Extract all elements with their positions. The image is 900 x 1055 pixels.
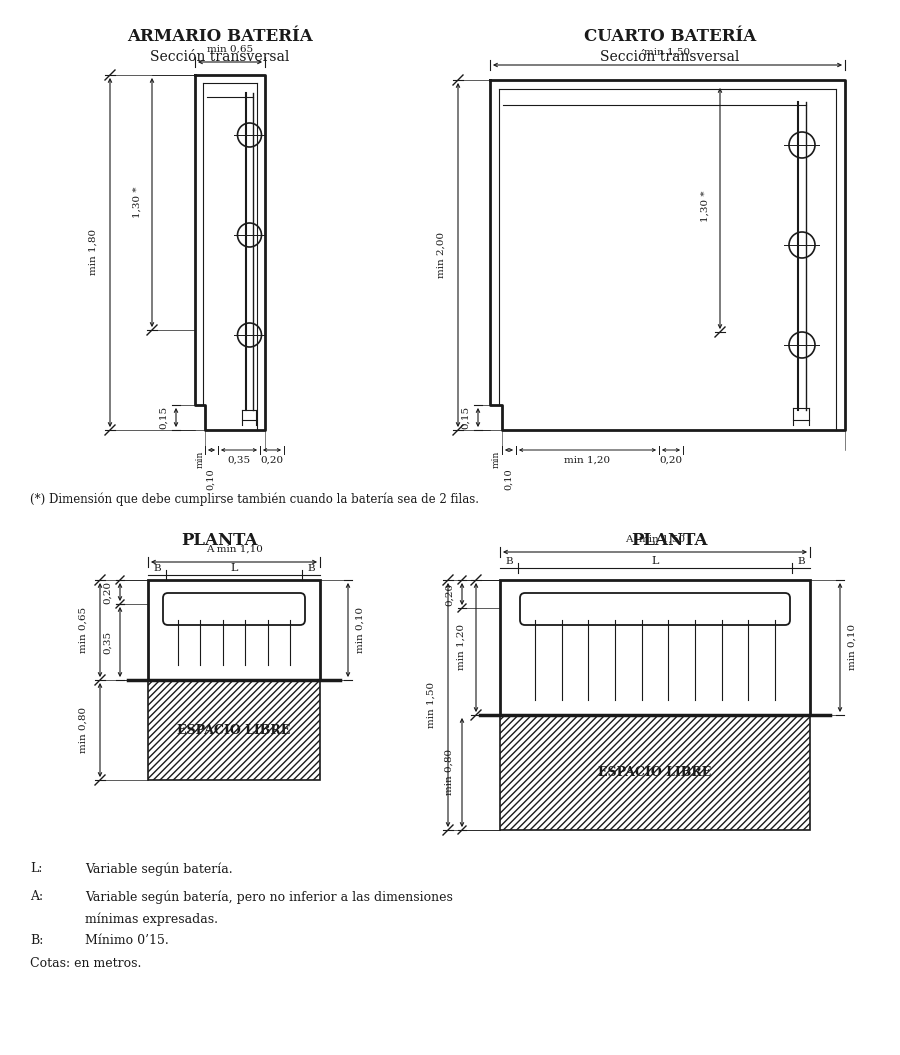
- Text: 0,20: 0,20: [103, 580, 112, 603]
- Text: min: min: [195, 450, 204, 468]
- Text: min 1,80: min 1,80: [89, 229, 98, 275]
- Text: Sección transversal: Sección transversal: [150, 50, 290, 64]
- Text: 0,15: 0,15: [461, 405, 470, 428]
- Text: ESPACIO LIBRE: ESPACIO LIBRE: [177, 724, 291, 736]
- Text: A  min 1,50: A min 1,50: [625, 535, 685, 544]
- Text: Sección transversal: Sección transversal: [600, 50, 740, 64]
- Text: min 0,65: min 0,65: [207, 45, 253, 54]
- Text: (*) Dimensión que debe cumplirse también cuando la batería sea de 2 filas.: (*) Dimensión que debe cumplirse también…: [30, 492, 479, 505]
- Text: B: B: [797, 557, 805, 565]
- Text: B: B: [153, 564, 161, 573]
- Text: ARMARIO BATERÍA: ARMARIO BATERÍA: [127, 28, 313, 45]
- Text: A:: A:: [30, 890, 43, 903]
- Text: min 0,10: min 0,10: [848, 624, 857, 670]
- Bar: [148, 580, 320, 680]
- Bar: [148, 680, 320, 780]
- Text: B: B: [307, 564, 315, 573]
- Text: min 0,80: min 0,80: [445, 749, 454, 795]
- Text: 0,35: 0,35: [103, 631, 112, 653]
- Text: min: min: [491, 450, 500, 468]
- Text: Mínimo 0’15.: Mínimo 0’15.: [85, 934, 169, 947]
- Text: 0,10: 0,10: [505, 468, 514, 490]
- Text: 0,20: 0,20: [260, 456, 284, 465]
- Text: mínimas expresadas.: mínimas expresadas.: [85, 912, 218, 925]
- Text: min 1,50: min 1,50: [427, 682, 436, 728]
- Bar: [500, 580, 810, 715]
- Text: PLANTA: PLANTA: [182, 532, 258, 549]
- Text: min 0,10: min 0,10: [356, 607, 365, 653]
- Text: L: L: [652, 556, 659, 565]
- Text: L:: L:: [30, 862, 42, 875]
- Text: Variable según batería.: Variable según batería.: [85, 862, 232, 876]
- Text: min 1,20: min 1,20: [457, 624, 466, 670]
- FancyBboxPatch shape: [163, 593, 305, 625]
- Text: 0,20: 0,20: [445, 582, 454, 606]
- Text: Cotas: en metros.: Cotas: en metros.: [30, 957, 141, 970]
- Text: 1,30 *: 1,30 *: [133, 187, 142, 217]
- Text: 0,15: 0,15: [159, 405, 168, 428]
- Text: L: L: [230, 563, 238, 573]
- Text: min 0,65: min 0,65: [79, 607, 88, 653]
- Text: Variable según batería, pero no inferior a las dimensiones: Variable según batería, pero no inferior…: [85, 890, 453, 903]
- Text: B: B: [505, 557, 513, 565]
- Text: ESPACIO LIBRE: ESPACIO LIBRE: [598, 766, 712, 779]
- Text: B:: B:: [30, 934, 43, 947]
- Text: PLANTA: PLANTA: [632, 532, 708, 549]
- Text: 0,10: 0,10: [206, 468, 215, 490]
- Text: 0,35: 0,35: [228, 456, 250, 465]
- Text: min 1,50: min 1,50: [644, 47, 690, 57]
- Text: 1,30 *: 1,30 *: [701, 190, 710, 222]
- Text: A min 1,10: A min 1,10: [205, 545, 263, 554]
- Text: min 1,20: min 1,20: [564, 456, 610, 465]
- Text: CUARTO BATERÍA: CUARTO BATERÍA: [584, 28, 756, 45]
- Bar: [500, 715, 810, 830]
- Text: 0,20: 0,20: [660, 456, 682, 465]
- Text: min 2,00: min 2,00: [437, 232, 446, 279]
- FancyBboxPatch shape: [520, 593, 790, 625]
- Text: min 0,80: min 0,80: [79, 707, 88, 753]
